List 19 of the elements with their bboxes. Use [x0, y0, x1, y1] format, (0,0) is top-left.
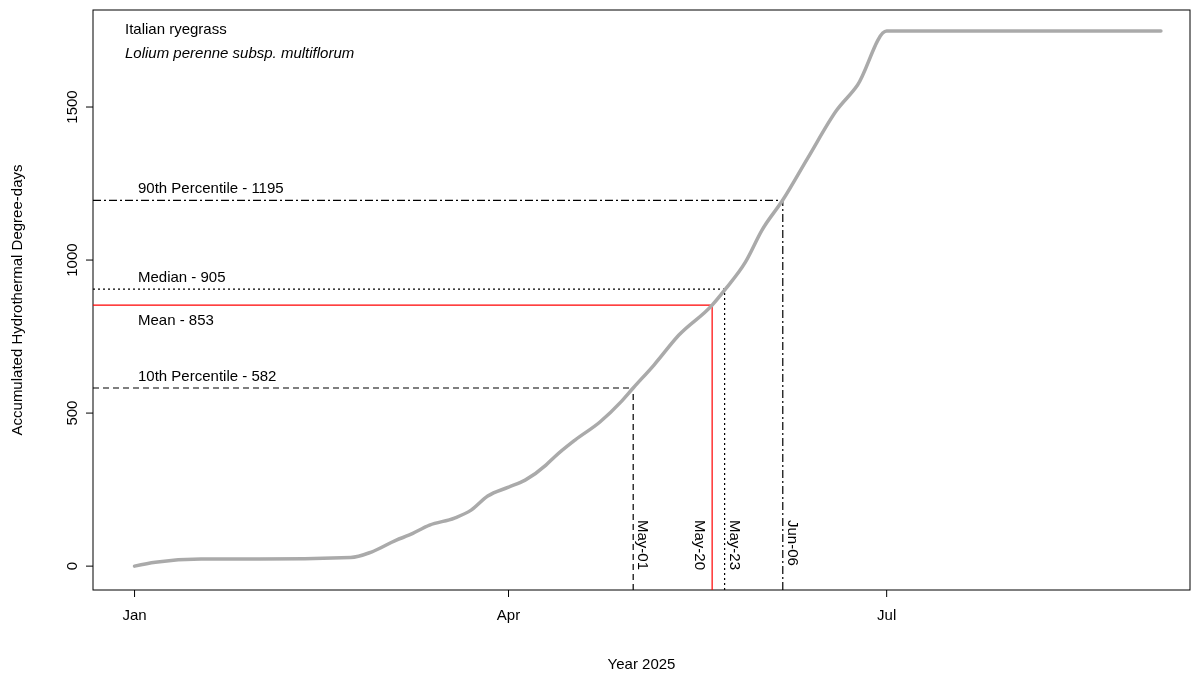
y-tick-label: 1000 — [63, 243, 80, 277]
ref-line-label: 90th Percentile - 1195 — [138, 179, 284, 197]
ref-line-label: Mean - 853 — [138, 311, 214, 329]
y-tick-label: 500 — [63, 400, 80, 426]
y-axis-title: Accumulated Hydrothermal Degree-days — [8, 164, 25, 436]
ref-line-label: May-01 — [635, 520, 653, 571]
text: Italian ryegrass — [125, 20, 227, 37]
text: Lolium perenne subsp. multiflorum — [125, 44, 355, 61]
ref-line-label: May-20 — [692, 520, 710, 571]
ref-line-label: 10th Percentile - 582 — [138, 366, 277, 384]
ref-line-label: May-23 — [726, 520, 744, 571]
y-tick-label: 0 — [63, 561, 80, 571]
y-tick-label: 1500 — [63, 90, 80, 124]
x-tick-label: Jul — [877, 606, 897, 623]
x-tick-label: Jan — [122, 606, 147, 623]
x-tick-label: Apr — [496, 606, 521, 623]
ref-line-label: Jun-06 — [784, 520, 802, 566]
x-axis-title: Year 2025 — [607, 655, 676, 672]
ref-line-label: Median - 905 — [138, 268, 226, 286]
